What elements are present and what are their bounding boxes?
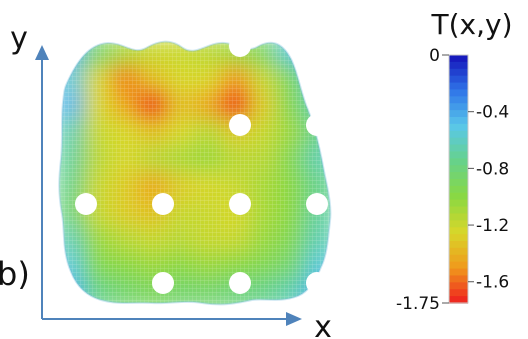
colorbar-tick-label: -0.4 — [476, 103, 509, 123]
colorbar-segment — [449, 110, 468, 118]
colorbar-segment — [449, 192, 468, 201]
colorbar-segment — [449, 185, 468, 194]
heatmap-cell — [304, 41, 331, 69]
colorbar-segment — [449, 172, 468, 180]
plate-hole — [229, 114, 251, 136]
colorbar-tick-label: -1.75 — [396, 294, 440, 314]
colorbar-segment — [449, 165, 468, 173]
colorbar-segment — [449, 137, 468, 146]
plate-hole — [229, 35, 251, 57]
colorbar-segment — [449, 103, 468, 111]
colorbar-tick-label: -1.6 — [476, 273, 509, 293]
heatmap-plot — [58, 35, 405, 306]
colorbar-tick-label: -1.2 — [476, 216, 509, 236]
plate-hole — [306, 272, 328, 294]
colorbar-segment — [449, 89, 468, 98]
y-axis-label: y — [10, 21, 28, 56]
plate-hole — [152, 272, 174, 294]
plate-hole — [306, 114, 328, 136]
plate-hole — [229, 193, 251, 215]
mesh-overlay — [59, 41, 331, 305]
colorbar-segment — [449, 247, 468, 256]
colorbar-segment — [449, 96, 468, 104]
x-axis-label: x — [314, 310, 332, 339]
colorbar-segment — [449, 268, 468, 277]
colorbar-frame — [448, 54, 469, 304]
plate-hole — [383, 272, 405, 294]
colorbar-segment — [449, 117, 468, 125]
colorbar-segment — [449, 179, 468, 187]
plate-hole — [306, 193, 328, 215]
heatmap-cell — [304, 64, 331, 96]
colorbar-segment — [449, 144, 468, 153]
colorbar-segment — [449, 206, 468, 215]
colorbar-tick-label: -0.8 — [476, 159, 509, 179]
colorbar-tick-label: 0 — [429, 46, 440, 66]
colorbar-segment — [449, 261, 468, 270]
colorbar-segment — [449, 130, 468, 139]
colorbar-segment — [449, 123, 468, 132]
colorbar-segment — [449, 289, 468, 297]
colorbar-segment — [449, 282, 468, 290]
colorbar-segment — [449, 234, 468, 242]
x-axis-arrowhead-icon — [286, 312, 302, 326]
colorbar-segment — [449, 151, 468, 160]
colorbar-segment — [449, 82, 468, 91]
axes-group: y x b) — [0, 21, 332, 339]
colorbar-group: T(x,y) 0 -0.4 -0.8 -1.2 -1.6 -1.75 — [396, 8, 513, 314]
plate-outline — [58, 40, 332, 306]
plate-hole — [152, 193, 174, 215]
colorbar-segment — [449, 227, 468, 235]
colorbar-segment — [449, 75, 468, 84]
colorbar-segment — [449, 158, 468, 166]
colorbar-segment — [449, 199, 468, 208]
plate-hole — [75, 193, 97, 215]
colorbar-ticks: 0 -0.4 -0.8 -1.2 -1.6 -1.75 — [396, 46, 509, 314]
hole-group — [75, 35, 405, 294]
colorbar-segment — [449, 220, 468, 228]
colorbar-segment — [449, 55, 468, 63]
colorbar-segment — [449, 61, 468, 70]
plate-hole — [383, 193, 405, 215]
colorbar-segment — [449, 254, 468, 263]
colorbar-title: T(x,y) — [431, 8, 513, 41]
y-axis-arrowhead-icon — [35, 45, 49, 60]
colorbar-segments — [449, 55, 468, 304]
colorbar-segment — [449, 296, 468, 304]
panel-label: b) — [0, 255, 30, 293]
colorbar-segment — [449, 241, 468, 249]
colorbar-segment — [449, 68, 468, 77]
colorbar-segment — [449, 213, 468, 222]
colorbar-segment — [449, 275, 468, 284]
plate-hole — [229, 272, 251, 294]
